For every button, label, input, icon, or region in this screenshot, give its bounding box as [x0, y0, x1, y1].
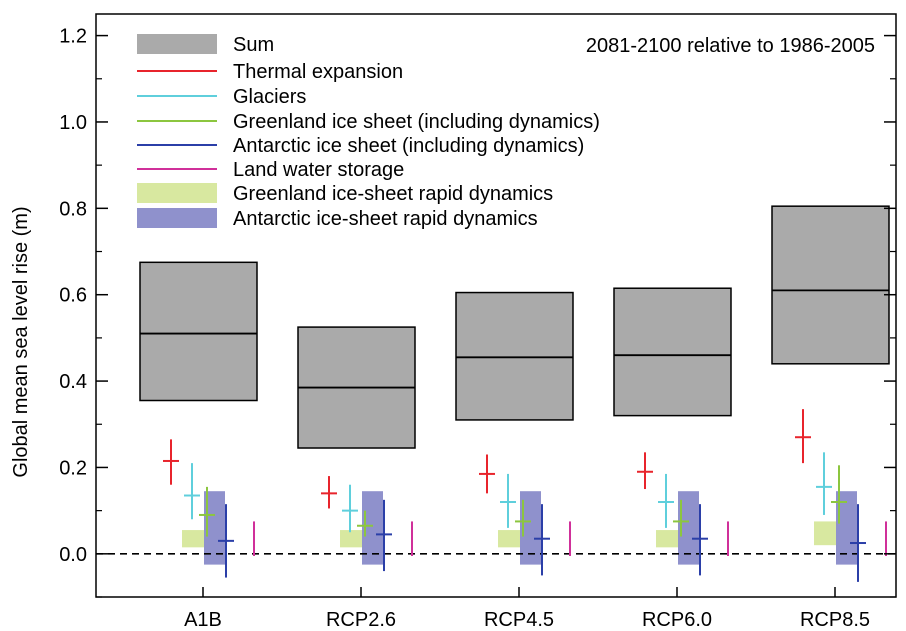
greenland-rapid-dynamics-patch [498, 530, 522, 548]
legend-label: Antarctic ice sheet (including dynamics) [233, 135, 584, 157]
rapid-dynamics-patches [182, 491, 857, 565]
y-tick-label: 0.4 [59, 371, 87, 393]
antarctic-rapid-dynamics-patch [836, 491, 857, 565]
legend: Sum Thermal expansion Glaciers Greenland ic… [137, 34, 600, 230]
legend-swatch-sum [137, 34, 217, 54]
x-tick-label: A1B [184, 609, 222, 631]
y-tick-label: 1.0 [59, 112, 87, 134]
legend-label: Land water storage [233, 159, 404, 181]
antarctic-rapid-dynamics-patch [520, 491, 541, 565]
period-annotation: 2081-2100 relative to 1986-2005 [586, 35, 875, 57]
y-tick-label: 0.0 [59, 544, 87, 566]
sum-box [139, 261, 258, 402]
greenland-rapid-dynamics-patch [182, 530, 206, 548]
y-tick-label: 0.8 [59, 198, 87, 220]
antarctic-rapid-dynamics-patch [678, 491, 699, 565]
legend-label: Thermal expansion [233, 61, 403, 83]
x-tick-label: RCP2.6 [326, 609, 396, 631]
legend-label: Sum [233, 34, 274, 56]
component-markers [163, 409, 887, 582]
legend-label: Glaciers [233, 86, 306, 108]
sum-box [455, 291, 574, 421]
sum-box [613, 287, 732, 417]
axes: 0.0 0.2 0.4 0.6 0.8 1.0 1.2 A1B RCP2.6 RCP4.5 RCP6… [59, 13, 897, 631]
greenland-rapid-dynamics-patch [340, 530, 364, 548]
y-tick-label: 0.2 [59, 457, 87, 479]
y-axis-label: Global mean sea level rise (m) [10, 206, 32, 477]
antarctic-rapid-dynamics-patch [362, 491, 383, 565]
y-tick-label: 0.6 [59, 285, 87, 307]
antarctic-rapid-dynamics-patch [204, 491, 225, 565]
x-tick-label: RCP8.5 [800, 609, 870, 631]
x-tick-label: RCP6.0 [642, 609, 712, 631]
plot-frame [95, 13, 897, 598]
legend-label: Greenland ice sheet (including dynamics) [233, 111, 600, 133]
legend-label: Greenland ice-sheet rapid dynamics [233, 183, 553, 205]
greenland-rapid-dynamics-patch [656, 530, 680, 548]
legend-swatch-patch [137, 183, 217, 203]
sum-boxes [139, 205, 890, 449]
legend-label: Antarctic ice-sheet rapid dynamics [233, 208, 538, 230]
x-tick-label: RCP4.5 [484, 609, 554, 631]
sum-box [771, 205, 890, 365]
legend-swatch-patch [137, 208, 217, 228]
greenland-rapid-dynamics-patch [814, 521, 838, 546]
y-tick-label: 1.2 [59, 26, 87, 48]
